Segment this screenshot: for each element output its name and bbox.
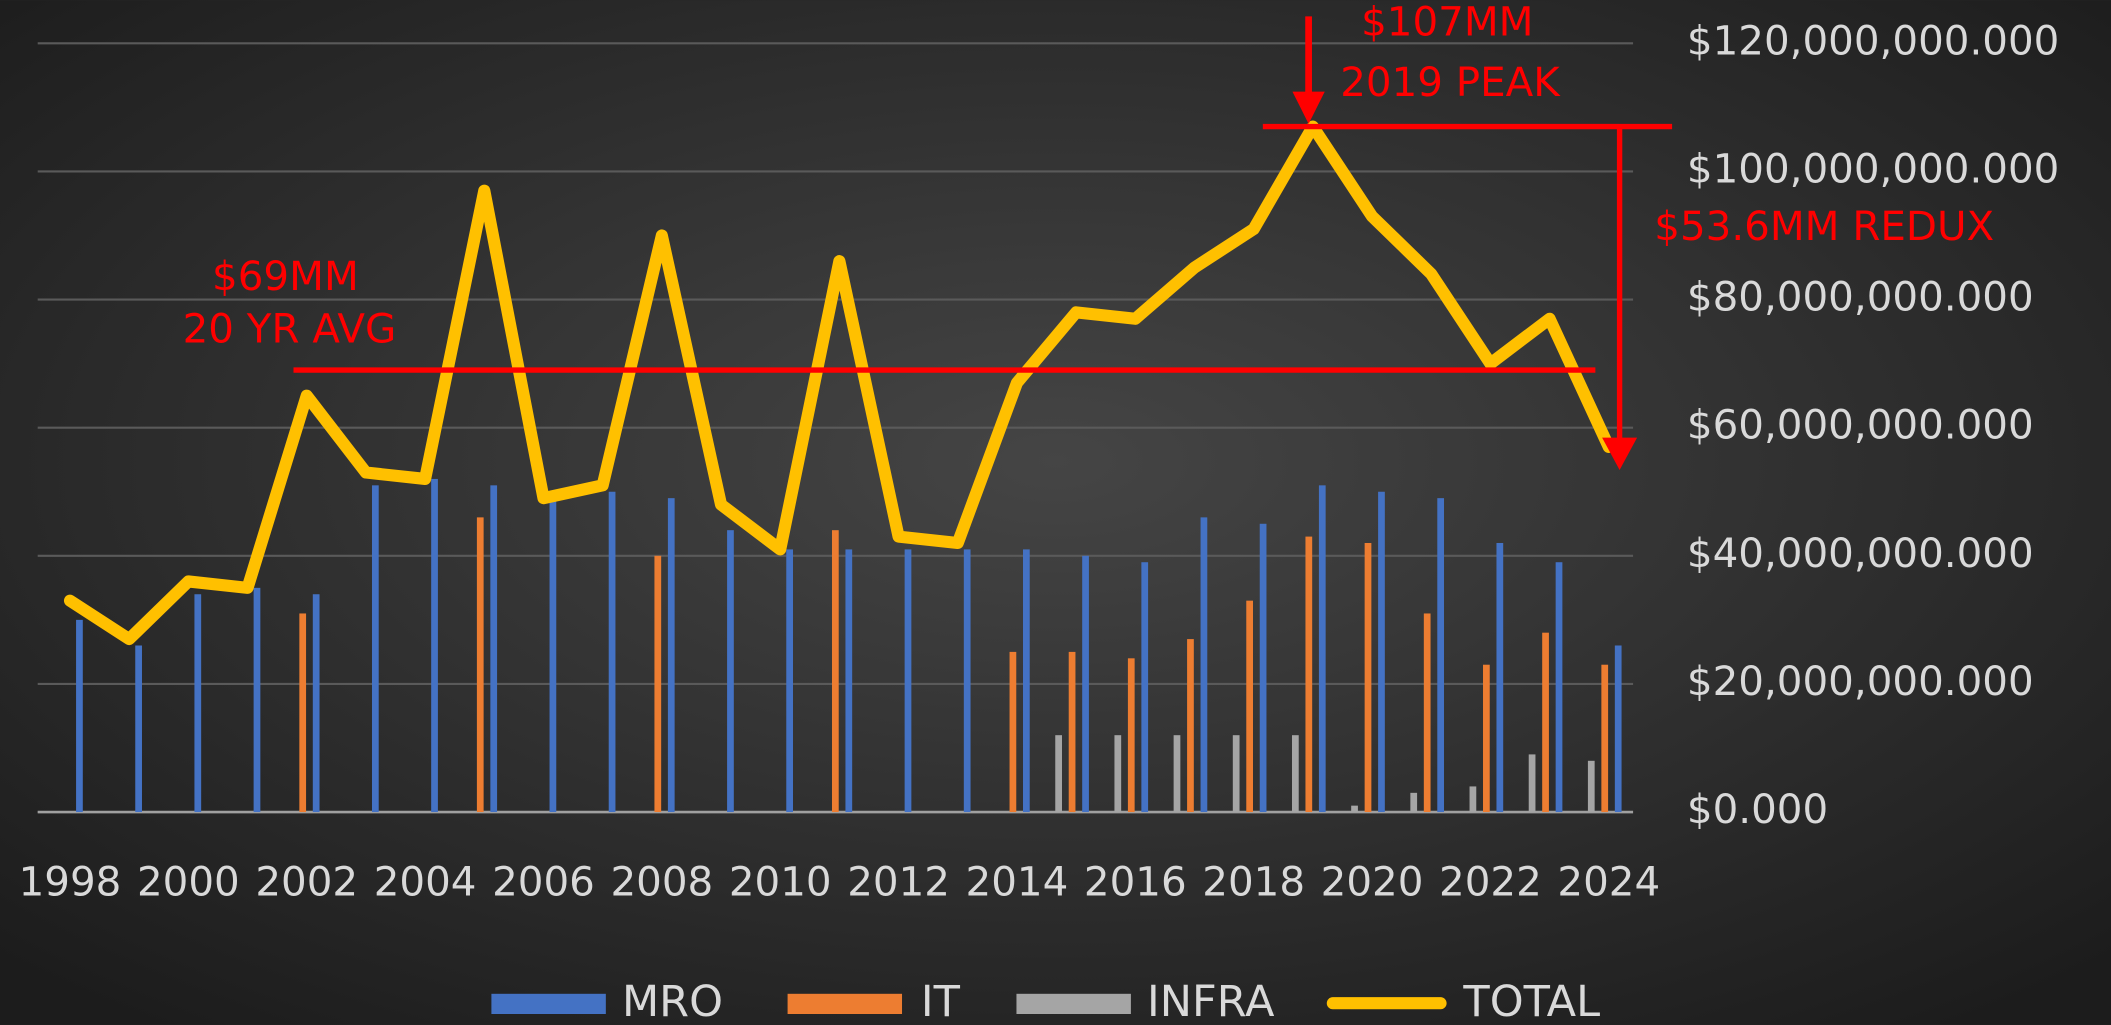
arrow-head — [1602, 437, 1638, 470]
annotation: 20 YR AVG — [183, 305, 397, 352]
bar — [1601, 664, 1609, 813]
bar — [1141, 562, 1149, 813]
bar — [1200, 517, 1208, 813]
x-tick-label: 2016 — [1084, 859, 1187, 906]
bar — [549, 498, 557, 813]
bar — [904, 549, 912, 813]
x-tick-label: 2008 — [610, 859, 713, 906]
bar — [1423, 613, 1431, 813]
bar — [1259, 523, 1267, 813]
x-tick-label: 2002 — [255, 859, 358, 906]
bar — [1055, 735, 1062, 813]
x-tick-label: 2006 — [492, 859, 595, 906]
bar — [1127, 658, 1135, 813]
bar — [1114, 735, 1122, 813]
bar — [667, 498, 675, 813]
annotation: $107MM — [1361, 0, 1533, 45]
bar — [1496, 542, 1504, 813]
x-tick-label: 2000 — [137, 859, 240, 906]
bar — [1246, 600, 1254, 813]
bar — [1555, 562, 1563, 813]
bar — [1082, 555, 1089, 813]
arrow-head — [1292, 91, 1325, 124]
bar — [299, 613, 307, 813]
annotation: $69MM — [212, 253, 359, 300]
bar — [1587, 760, 1595, 813]
bar — [1305, 536, 1313, 813]
bar — [1364, 542, 1372, 813]
legend-label: INFRA — [1147, 977, 1275, 1025]
y-tick-label: $40,000,000.000 — [1687, 530, 2034, 577]
bar — [963, 549, 971, 813]
x-tick-label: 2012 — [847, 859, 950, 906]
legend-swatch — [787, 993, 903, 1014]
bar — [194, 594, 202, 813]
bar — [431, 478, 438, 813]
bar — [1410, 792, 1418, 813]
bar — [1528, 754, 1536, 813]
y-tick-label: $120,000,000.000 — [1687, 17, 2059, 64]
legend-swatch — [1016, 993, 1131, 1014]
bar — [490, 485, 498, 813]
bar — [371, 485, 379, 813]
bar — [476, 517, 484, 813]
x-tick-label: 2004 — [374, 859, 477, 906]
bar — [786, 549, 793, 813]
bar — [1318, 485, 1326, 813]
bar — [654, 555, 662, 813]
legend-label: TOTAL — [1462, 977, 1600, 1025]
bar — [727, 530, 734, 813]
bar — [1291, 735, 1299, 813]
bar — [831, 530, 839, 813]
x-tick-label: 2022 — [1439, 859, 1542, 906]
bar — [135, 645, 142, 813]
bar — [1351, 805, 1358, 813]
bar — [312, 594, 320, 813]
bar — [253, 587, 261, 813]
bar — [1232, 735, 1240, 813]
bar — [76, 619, 83, 813]
bar — [1378, 491, 1385, 813]
annotation: 2019 PEAK — [1340, 59, 1561, 106]
bar — [1437, 498, 1445, 813]
bar — [608, 491, 616, 813]
y-tick-label: $60,000,000.000 — [1687, 402, 2034, 449]
bar — [845, 549, 853, 813]
legend-swatch — [491, 993, 606, 1014]
x-tick-label: 2018 — [1202, 859, 1305, 906]
y-tick-label: $80,000,000.000 — [1687, 274, 2034, 321]
legend-label: IT — [921, 977, 961, 1025]
bar — [1009, 651, 1017, 813]
bar — [1068, 651, 1076, 813]
legend-label: MRO — [622, 977, 723, 1025]
x-tick-label: 2020 — [1321, 859, 1424, 906]
y-tick-label: $0.000 — [1687, 786, 1828, 833]
x-tick-label: 1998 — [19, 859, 122, 906]
y-tick-label: $20,000,000.000 — [1687, 658, 2034, 705]
bar — [1023, 549, 1030, 813]
y-tick-label: $100,000,000.000 — [1687, 145, 2059, 192]
line — [63, 120, 1615, 646]
bar — [1173, 735, 1181, 813]
x-tick-label: 2014 — [966, 859, 1069, 906]
annotation: $53.6MM REDUX — [1654, 203, 1994, 250]
bar — [1187, 639, 1194, 813]
bar — [1542, 632, 1549, 813]
bar — [1614, 645, 1622, 813]
x-tick-label: 2024 — [1557, 859, 1660, 906]
bar — [1469, 786, 1477, 813]
x-tick-label: 2010 — [729, 859, 832, 906]
bar — [1483, 664, 1490, 813]
